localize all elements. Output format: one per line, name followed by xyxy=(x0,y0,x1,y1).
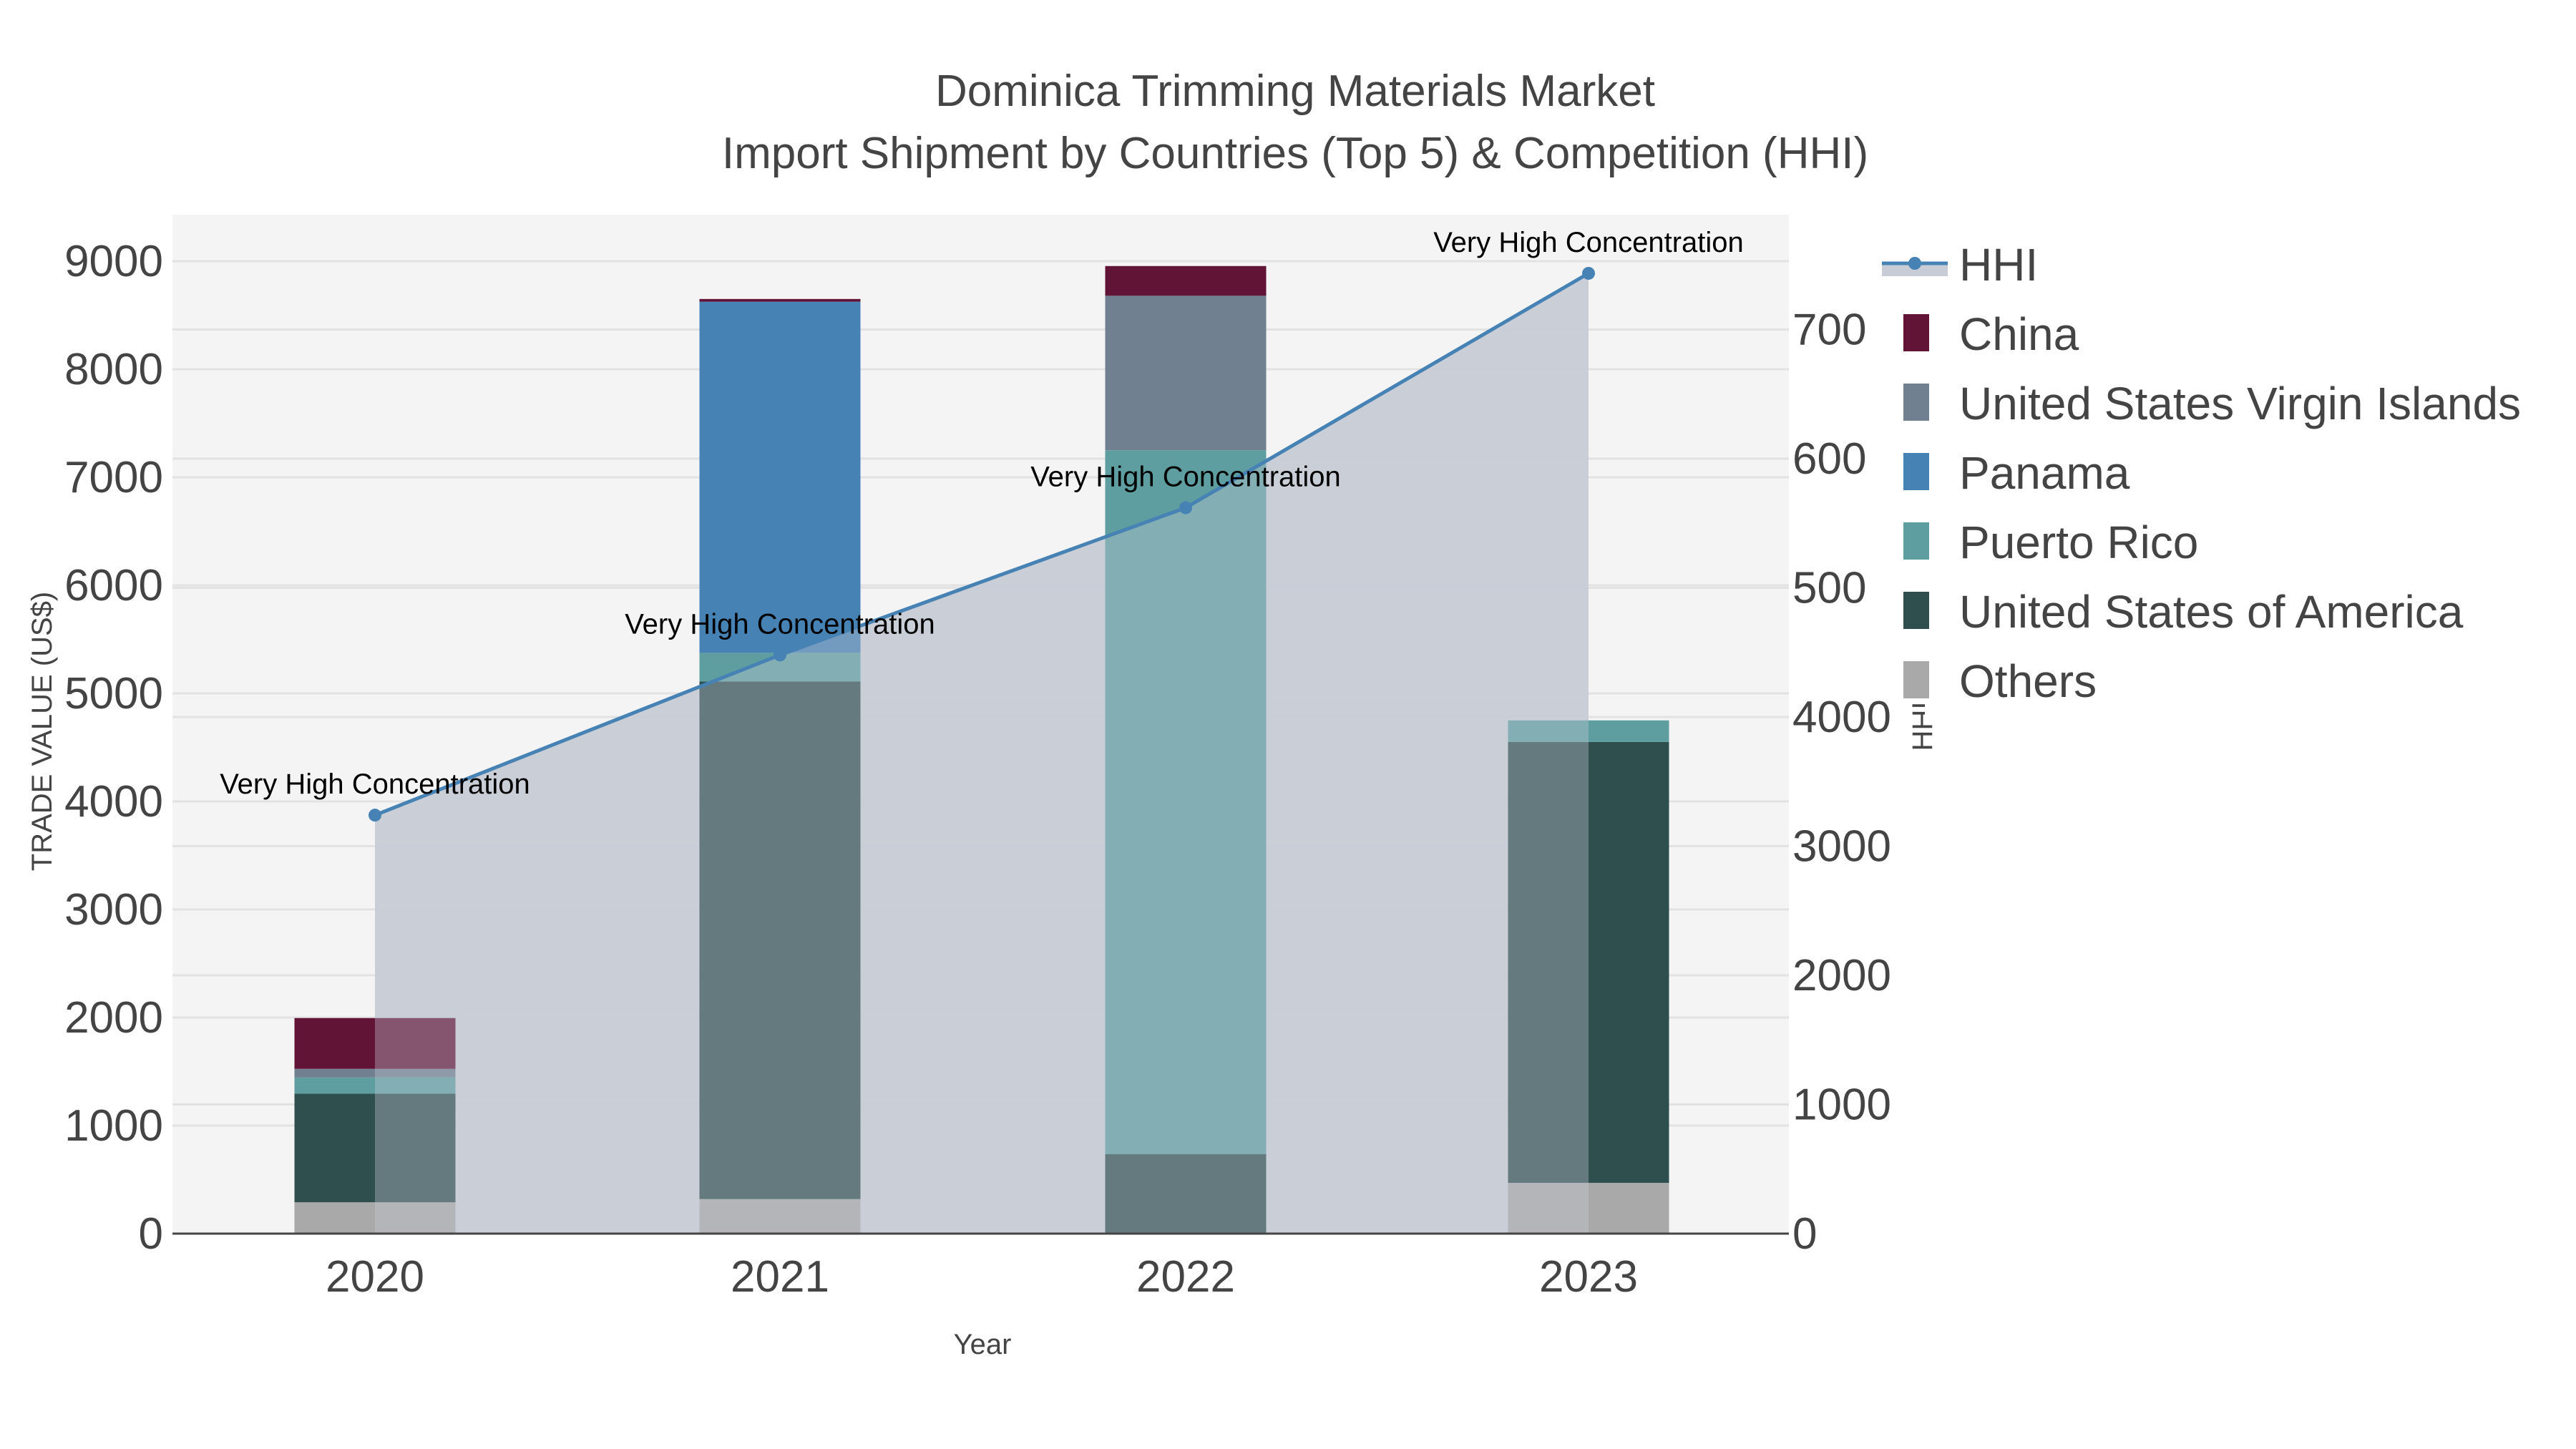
hhi-marker[interactable] xyxy=(1179,501,1192,514)
bar-segment-panama[interactable] xyxy=(699,301,861,653)
hhi-line-path xyxy=(374,271,1590,817)
hhi-annotation: Very High Concentration xyxy=(220,769,530,800)
x-tick: 2022 xyxy=(1136,1252,1235,1302)
legend: HHI China United States Virgin Islands Pana… xyxy=(1882,215,2576,716)
y-right-tick: 600 xyxy=(1792,434,1866,484)
y-left-tick: 8000 xyxy=(64,345,163,394)
legend-swatch-icon xyxy=(1903,592,1929,629)
y-right-tick: 1000 xyxy=(1792,1080,1891,1130)
legend-item-others[interactable]: Others xyxy=(1903,655,2097,707)
bar-segment-united-states-of-america[interactable] xyxy=(1508,741,1669,1184)
legend-swatch-icon xyxy=(1903,661,1929,698)
legend-label: HHI xyxy=(1959,239,2038,291)
legend-swatch-icon xyxy=(1903,522,1929,560)
x-tick-labels: 2020 2021 2022 2023 xyxy=(326,1252,1638,1302)
y-right-tick-labels: 0 1000 2000 3000 4000 500 600 700 xyxy=(1792,306,1891,1259)
legend-label: China xyxy=(1959,308,2079,360)
legend-label: Panama xyxy=(1959,447,2130,499)
hhi-annotations: Very High Concentration Very High Concent… xyxy=(220,227,1744,800)
y-left-tick: 5000 xyxy=(64,669,163,718)
y-left-tick: 3000 xyxy=(64,885,163,935)
x-axis-title: Year xyxy=(954,1329,1012,1360)
hhi-fill-area xyxy=(375,273,1589,1234)
y-left-tick: 7000 xyxy=(64,453,163,502)
legend-background xyxy=(1925,215,2576,716)
legend-label: United States Virgin Islands xyxy=(1959,378,2521,429)
bar-segment-others[interactable] xyxy=(699,1199,861,1234)
x-tick: 2023 xyxy=(1539,1252,1638,1302)
bar-segment-united-states-virgin-islands[interactable] xyxy=(1105,296,1267,451)
y-left-tick: 0 xyxy=(139,1209,163,1259)
legend-label: Puerto Rico xyxy=(1959,517,2198,568)
bar-segment-china[interactable] xyxy=(1105,265,1267,296)
bar-segment-others[interactable] xyxy=(294,1202,456,1234)
y-left-tick: 1000 xyxy=(64,1101,163,1151)
y-left-tick-labels: 0 1000 2000 3000 4000 5000 6000 7000 8000 9000 xyxy=(64,237,163,1259)
stacked-bars xyxy=(294,265,1669,1234)
x-tick: 2020 xyxy=(326,1252,424,1302)
y-right-tick: 3000 xyxy=(1792,822,1891,872)
y-left-tick: 2000 xyxy=(64,993,163,1043)
hhi-marker[interactable] xyxy=(1582,266,1595,280)
y-left-tick: 9000 xyxy=(64,237,163,286)
legend-item-united-states-of-america[interactable]: United States of America xyxy=(1903,586,2464,638)
bar-segment-others[interactable] xyxy=(1508,1183,1669,1234)
legend-label: United States of America xyxy=(1959,586,2464,638)
legend-marker-icon xyxy=(1908,257,1921,270)
bar-segment-china[interactable] xyxy=(699,298,861,302)
legend-item-hhi[interactable]: HHI xyxy=(1882,239,2038,291)
bar-segment-china[interactable] xyxy=(294,1018,456,1069)
hhi-area xyxy=(375,273,1589,1234)
legend-swatch-icon xyxy=(1903,384,1929,421)
y-right-tick: 4000 xyxy=(1792,693,1891,742)
bar-segment-united-states-of-america[interactable] xyxy=(1105,1154,1267,1234)
legend-swatch-icon xyxy=(1903,314,1929,351)
legend-label: Others xyxy=(1959,655,2097,707)
hhi-fill-overlay xyxy=(375,273,1589,1234)
hhi-annotation: Very High Concentration xyxy=(1433,227,1744,258)
legend-item-panama[interactable]: Panama xyxy=(1903,447,2130,499)
hhi-marker[interactable] xyxy=(774,648,786,662)
legend-item-china[interactable]: China xyxy=(1903,308,2079,360)
bar-segment-united-states-of-america[interactable] xyxy=(294,1093,456,1203)
chart-title-line2: Import Shipment by Countries (Top 5) & C… xyxy=(722,129,1868,178)
bar-segment-puerto-rico[interactable] xyxy=(1508,720,1669,742)
y-left-axis-title: TRADE VALUE (US$) xyxy=(26,592,58,871)
y-right-tick: 700 xyxy=(1792,306,1866,355)
hhi-annotation: Very High Concentration xyxy=(625,608,935,640)
y-left-tick: 6000 xyxy=(64,561,163,610)
y-left-tick: 4000 xyxy=(64,777,163,826)
legend-swatch-icon xyxy=(1903,453,1929,490)
y-right-tick: 500 xyxy=(1792,564,1866,613)
hhi-line xyxy=(369,266,1595,822)
chart-title-line1: Dominica Trimming Materials Market xyxy=(935,67,1655,116)
hhi-marker[interactable] xyxy=(369,809,381,822)
legend-item-united-states-virgin-islands[interactable]: United States Virgin Islands xyxy=(1903,378,2521,429)
x-tick: 2021 xyxy=(731,1252,829,1302)
bar-segment-puerto-rico[interactable] xyxy=(1105,450,1267,1155)
y-right-tick: 0 xyxy=(1792,1209,1817,1259)
hhi-annotation: Very High Concentration xyxy=(1030,462,1341,493)
bar-segment-united-states-of-america[interactable] xyxy=(699,681,861,1199)
bar-segment-puerto-rico[interactable] xyxy=(294,1077,456,1094)
legend-item-puerto-rico[interactable]: Puerto Rico xyxy=(1903,517,2198,568)
y-right-tick: 2000 xyxy=(1792,951,1891,1000)
bar-segment-united-states-virgin-islands[interactable] xyxy=(294,1068,456,1078)
